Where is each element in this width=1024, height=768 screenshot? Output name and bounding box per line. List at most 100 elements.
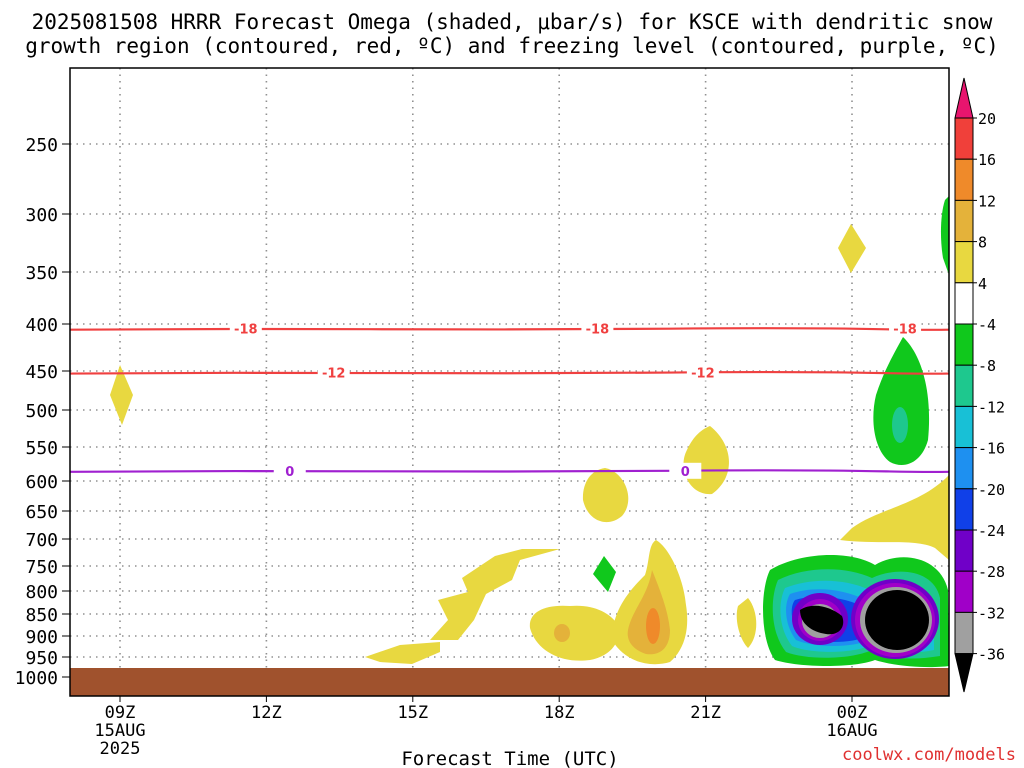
colorbar-swatch xyxy=(954,405,974,449)
omega-cell xyxy=(683,426,730,495)
colorbar-swatch xyxy=(954,323,974,366)
x-tick-label: 16AUG xyxy=(826,721,877,741)
colorbar-swatch xyxy=(954,611,974,655)
colorbar-swatch xyxy=(954,158,974,201)
isotherm-label: -12 xyxy=(322,367,346,382)
omega-shading xyxy=(110,196,949,668)
colorbar-swatch xyxy=(954,282,974,325)
colorbar-swatch xyxy=(954,529,974,572)
colorbar-arrow-bottom xyxy=(954,653,974,693)
colorbar-arrow-top xyxy=(954,77,974,119)
y-tick-label: 250 xyxy=(25,135,58,156)
colorbar-label: -36 xyxy=(978,646,1005,664)
x-tick-label: 2025 xyxy=(100,739,141,759)
x-axis-label: Forecast Time (UTC) xyxy=(401,748,618,768)
x-tick-label: 15Z xyxy=(397,703,428,723)
isotherm-label: -18 xyxy=(586,323,610,338)
y-tick-label: 450 xyxy=(25,362,58,383)
colorbar-swatch xyxy=(954,570,974,613)
y-tick-label: 400 xyxy=(25,315,58,336)
x-tick-label: 18Z xyxy=(544,703,575,723)
isotherm-label-bg xyxy=(686,364,719,381)
colorbar-swatch xyxy=(954,447,974,490)
isotherm-label-bg xyxy=(273,462,306,479)
colorbar-swatch xyxy=(954,364,974,407)
y-tick-label: 550 xyxy=(25,438,58,459)
omega-cell xyxy=(873,337,930,466)
colorbar-label: -20 xyxy=(978,481,1005,499)
colorbar-label: 8 xyxy=(978,234,987,252)
colorbar-label: 4 xyxy=(978,275,987,293)
omega-cell xyxy=(430,549,560,640)
omega-cell xyxy=(736,598,757,648)
colorbar-label: -24 xyxy=(978,522,1005,540)
isotherm-line xyxy=(70,327,949,331)
y-tick-label: 300 xyxy=(25,205,58,226)
colorbar-swatch xyxy=(954,117,974,160)
colorbar-label: -32 xyxy=(978,604,1005,622)
colorbar-label: -8 xyxy=(978,357,996,375)
omega-cell xyxy=(365,642,440,664)
isotherm-label: 0 xyxy=(681,465,690,480)
colorbar-label: 16 xyxy=(978,151,996,169)
y-tick-label: 950 xyxy=(25,648,58,669)
omega-cell xyxy=(529,605,619,661)
y-tick-label: 1000 xyxy=(15,668,58,689)
isotherm-label: -18 xyxy=(893,323,917,338)
y-tick-label: 850 xyxy=(25,605,58,626)
omega-cell xyxy=(554,624,570,642)
colorbar-label: -16 xyxy=(978,440,1005,458)
colorbar-label: -12 xyxy=(978,398,1005,416)
isotherm-label-bg xyxy=(669,462,702,479)
colorbar-swatch xyxy=(954,199,974,243)
temperature-contours: -18 -18 -18 -12 -12 0 0 xyxy=(70,320,949,480)
chart-title-line2: growth region (contoured, red, ºC) and f… xyxy=(25,34,999,58)
chart-title-line1: 2025081508 HRRR Forecast Omega (shaded, … xyxy=(32,10,993,34)
isotherm-label-bg xyxy=(229,320,262,337)
y-tick-label: 500 xyxy=(25,401,58,422)
x-tick-label: 09Z xyxy=(105,703,136,723)
plot-frame xyxy=(69,67,950,697)
omega-cell xyxy=(110,365,133,425)
omega-cell xyxy=(838,224,866,273)
omega-colorbar: 20 16 12 8 4 -4 -8 -12 -16 -20 -24 -28 -32 -36 xyxy=(954,77,1005,693)
omega-cell xyxy=(892,407,908,443)
colorbar-swatch xyxy=(954,241,974,284)
colorbar-label: -4 xyxy=(978,316,996,334)
x-tick-label: 00Z xyxy=(837,703,868,723)
isotherm-line xyxy=(70,469,949,474)
y-tick-label: 800 xyxy=(25,582,58,603)
isotherm-label-bg xyxy=(581,320,614,337)
y-tick-label: 900 xyxy=(25,627,58,648)
isotherm-label-bg xyxy=(317,364,350,381)
omega-cell xyxy=(593,556,616,592)
omega-cell xyxy=(800,605,844,635)
isotherm-label-bg xyxy=(889,320,922,337)
colorbar-label: 12 xyxy=(978,192,996,210)
omega-cell xyxy=(940,196,949,275)
pressure-axis: 2503003504004505005506006507007508008509… xyxy=(15,135,70,689)
colorbar-swatch xyxy=(954,488,974,531)
credit-text: coolwx.com/models xyxy=(842,745,1016,765)
isotherm-label: -12 xyxy=(691,367,715,382)
x-tick-label: 21Z xyxy=(690,703,721,723)
y-tick-label: 350 xyxy=(25,263,58,284)
isotherm-label: -18 xyxy=(234,323,258,338)
omega-cell xyxy=(646,608,660,644)
colorbar-label: 20 xyxy=(978,110,996,128)
y-tick-label: 650 xyxy=(25,502,58,523)
omega-cell xyxy=(582,468,629,523)
isotherm-label: 0 xyxy=(285,465,294,480)
x-tick-label: 12Z xyxy=(251,703,282,723)
ground-terrain xyxy=(70,668,949,696)
colorbar-label: -28 xyxy=(978,563,1005,581)
grid-lines xyxy=(70,68,949,696)
omega-cell xyxy=(865,590,929,650)
x-tick-label: 15AUG xyxy=(94,721,145,741)
omega-cell xyxy=(840,475,949,560)
isotherm-line xyxy=(70,370,949,375)
y-tick-label: 750 xyxy=(25,557,58,578)
y-tick-label: 600 xyxy=(25,472,58,493)
